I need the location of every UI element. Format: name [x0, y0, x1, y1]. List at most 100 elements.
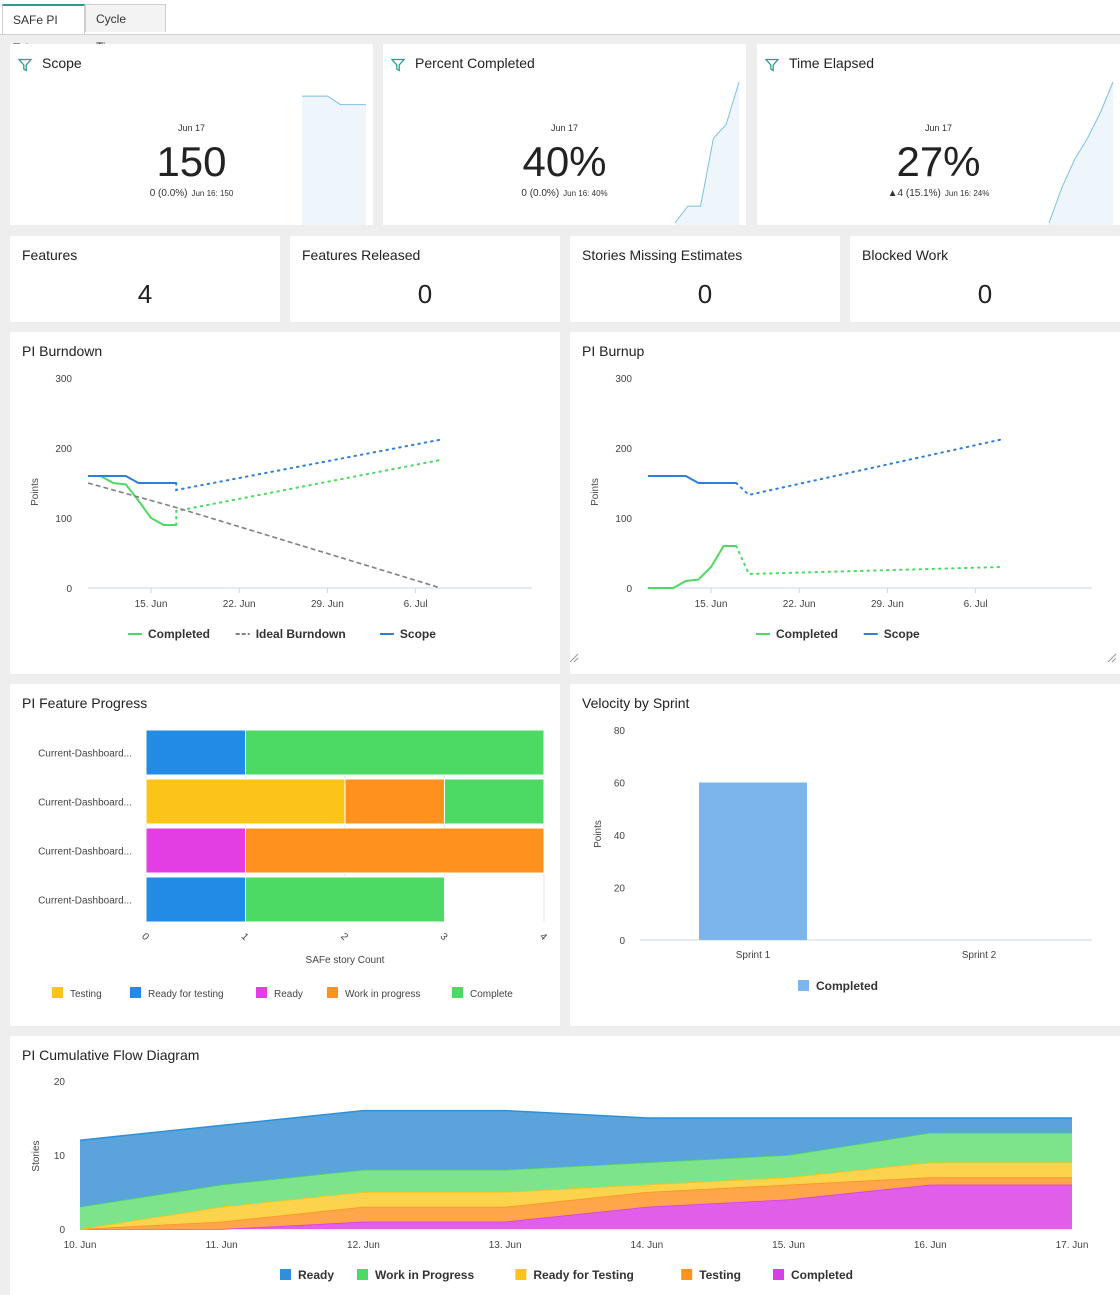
legend-label: Completed: [816, 979, 878, 993]
legend-label: Ready: [298, 1268, 334, 1282]
x-tick-label: 22. Jun: [223, 599, 256, 610]
filter-icon[interactable]: [18, 58, 32, 72]
x-tick-label: 15. Jun: [135, 599, 168, 610]
legend-swatch: [798, 980, 809, 991]
pi-feature-progress-card: PI Feature Progress SAFe story Count 0 1 2…: [10, 684, 560, 1026]
y-tick-label: 0: [59, 1225, 65, 1236]
sparkline-line: [302, 95, 366, 106]
kpi-previous: Jun 16: 40%: [563, 189, 608, 198]
filter-icon[interactable]: [391, 58, 405, 72]
legend-swatch: [130, 987, 141, 998]
chart-title: PI Feature Progress: [22, 695, 148, 711]
y-tick-label: 300: [55, 374, 72, 385]
filter-icon[interactable]: [765, 58, 779, 72]
kpi-title: Time Elapsed: [789, 55, 875, 71]
kpi-value: 40%: [522, 138, 607, 185]
x-tick-label: 6. Jul: [404, 599, 428, 610]
kpi-value: 150: [156, 138, 227, 185]
area-edge-ready: [79, 1109, 1072, 1141]
pi-burndown-card: PI Burndown Points 0 100 200 300 15. Jun 22. …: [10, 332, 560, 674]
kpi-date: Jun 17: [177, 123, 206, 133]
kpi-date: Jun 17: [550, 123, 579, 133]
series-line-ideal-burndown: [87, 482, 442, 589]
chart-title: PI Burndown: [22, 343, 103, 359]
kpi-change: 0 (0.0%) Jun 16: 150: [10, 188, 373, 199]
legend-swatch: [52, 987, 63, 998]
resize-handle-icon[interactable]: [570, 653, 579, 663]
count-card-features: Features 4: [10, 236, 280, 322]
x-axis-label: SAFe story Count: [306, 955, 385, 966]
bar-segment-complete: [245, 729, 545, 776]
x-tick-label: 4: [537, 931, 549, 943]
bar-segment-testing: [145, 778, 346, 825]
tab-safe-pi[interactable]: SAFe PI Tab: [2, 4, 85, 55]
legend-swatch: [773, 1269, 784, 1280]
legend-swatch: [681, 1269, 693, 1280]
y-category-label: Current-Dashboard...: [38, 896, 132, 907]
count-card-stories-missing-estimates: Stories Missing Estimates 0: [570, 236, 840, 322]
area-testing: [80, 1177, 1072, 1229]
bar-segment-work-in-progress: [344, 778, 445, 825]
x-tick-label: 6. Jul: [964, 599, 988, 610]
y-tick-label: 300: [615, 374, 632, 385]
projection-line-scope: [735, 438, 1002, 496]
series-line-scope: [88, 475, 177, 484]
x-tick-label: 0: [139, 931, 151, 943]
area-completed: [80, 1184, 1072, 1229]
y-category-label: Current-Dashboard...: [38, 749, 132, 760]
legend-label: Scope: [884, 627, 920, 641]
series-line-completed: [88, 475, 177, 526]
y-tick-label: 200: [55, 444, 72, 455]
pi-burndown-chart: Points 0 100 200 300 15. Jun 22. Jun 29. Jun 6.…: [30, 374, 532, 641]
kpi-change-value: 0 (0.0%): [521, 188, 560, 199]
x-tick-label: 16. Jun: [914, 1240, 947, 1251]
count-title: Blocked Work: [862, 247, 949, 263]
velocity-by-sprint-chart: Points 0 20 40 60 80 Sprint 1 Sprint 2 Complete…: [593, 726, 1092, 993]
legend-label: Work in progress: [345, 989, 420, 1000]
kpi-sparkline: [302, 95, 366, 225]
y-tick-label: 0: [626, 584, 632, 595]
pi-burnup-card: PI Burnup Points 0 100 200 300 15. Jun 22. Ju…: [570, 332, 1120, 674]
kpi-card-percent-completed: Percent Completed Jun 17 40% 0 (0.0%) Jun…: [383, 44, 746, 225]
x-tick-label: 29. Jun: [311, 599, 344, 610]
x-tick-label: 15. Jun: [772, 1240, 805, 1251]
legend-swatch: [357, 1269, 368, 1280]
legend-swatch: [280, 1269, 291, 1280]
legend-swatch: [515, 1269, 527, 1280]
y-tick-label: 40: [614, 831, 626, 842]
legend-label: Completed: [776, 627, 838, 641]
y-tick-label: 10: [54, 1151, 66, 1162]
count-card-blocked-work: Blocked Work 0: [850, 236, 1120, 322]
kpi-previous: Jun 16: 150: [191, 189, 234, 198]
kpi-change-value: ▲4 (15.1%): [887, 188, 941, 199]
count-title: Features Released: [302, 247, 421, 263]
y-tick-label: 60: [614, 779, 626, 790]
area-edge-ready-for-testing: [79, 1161, 1072, 1230]
legend-label: Ideal Burndown: [256, 627, 346, 641]
kpi-previous: Jun 16: 24%: [944, 189, 990, 198]
sparkline-area: [1049, 82, 1113, 225]
count-value: 4: [137, 279, 153, 309]
count-title: Features: [22, 247, 78, 263]
x-tick-label: 1: [239, 931, 251, 943]
chart-title: PI Burnup: [582, 343, 645, 359]
count-card-features-released: Features Released 0: [290, 236, 560, 322]
kpi-value: 27%: [896, 138, 981, 185]
sparkline-area: [675, 82, 739, 225]
y-category-label: Current-Dashboard...: [38, 798, 132, 809]
pi-feature-progress-chart: SAFe story Count 0 1 2 3 4 Current-Dashboard.…: [38, 729, 549, 1000]
x-tick-label: 10. Jun: [64, 1240, 97, 1251]
kpi-title: Scope: [42, 55, 82, 71]
count-title: Stories Missing Estimates: [582, 247, 743, 263]
series-line-scope: [648, 475, 737, 484]
kpi-card-scope: Scope Jun 17 150 0 (0.0%) Jun 16: 150: [10, 44, 373, 225]
tab-cycle-time[interactable]: Cycle Time: [85, 4, 166, 54]
area-work-in-progress: [80, 1132, 1072, 1229]
pi-cfd-card: PI Cumulative Flow Diagram Stories 0 10 20…: [10, 1036, 1120, 1295]
y-tick-label: 100: [55, 514, 72, 525]
kpi-card-time-elapsed: Time Elapsed Jun 17 27% ▲4 (15.1%) Jun 16…: [757, 44, 1120, 225]
velocity-by-sprint-card: Velocity by Sprint Points 0 20 40 60 80 Sprin…: [570, 684, 1120, 1026]
resize-handle-icon[interactable]: [1107, 653, 1117, 663]
legend-label: Scope: [400, 627, 436, 641]
projection-line-completed: [175, 458, 442, 526]
